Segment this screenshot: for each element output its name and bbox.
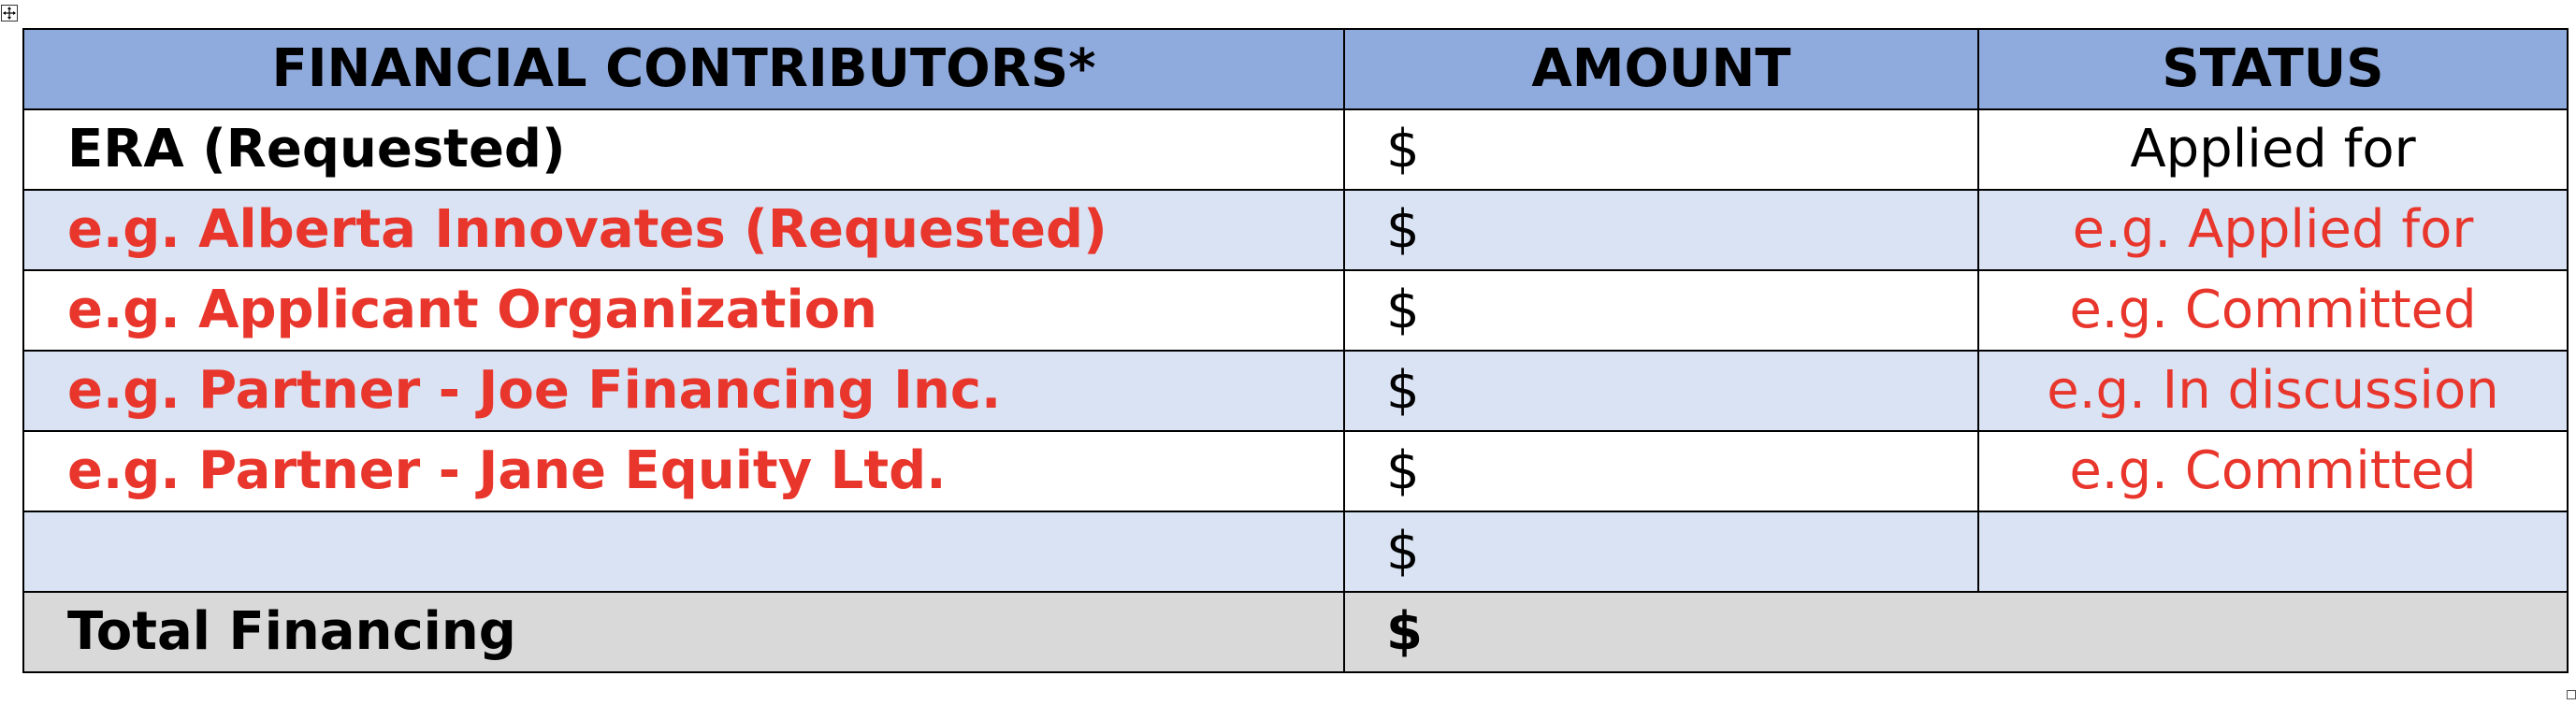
contributor-cell[interactable]: e.g. Partner - Joe Financing Inc. (22, 350, 1345, 432)
amount-cell[interactable]: $ (1343, 430, 1979, 512)
table-row: e.g. Partner - Jane Equity Ltd. $ e.g. C… (22, 430, 2569, 512)
status-cell[interactable]: e.g. Committed (1977, 430, 2569, 512)
header-amount[interactable]: AMOUNT (1343, 28, 1979, 110)
amount-cell[interactable]: $ (1343, 350, 1979, 432)
contributor-cell[interactable]: e.g. Partner - Jane Equity Ltd. (22, 430, 1345, 512)
status-cell[interactable]: e.g. In discussion (1977, 350, 2569, 432)
amount-cell[interactable]: $ (1343, 511, 1979, 593)
total-row: Total Financing $ (22, 591, 2569, 673)
status-cell[interactable]: Applied for (1977, 108, 2569, 191)
table-move-handle-icon[interactable] (1, 5, 18, 22)
header-contributors[interactable]: FINANCIAL CONTRIBUTORS* (22, 28, 1345, 110)
table-row: e.g. Partner - Joe Financing Inc. $ e.g.… (22, 350, 2569, 432)
contributor-cell[interactable]: e.g. Alberta Innovates (Requested) (22, 189, 1345, 271)
contributor-cell[interactable]: ERA (Requested) (22, 108, 1345, 191)
contributor-cell[interactable] (22, 511, 1345, 593)
status-cell[interactable] (1977, 511, 2569, 593)
total-label[interactable]: Total Financing (22, 591, 1345, 673)
amount-cell[interactable]: $ (1343, 269, 1979, 352)
status-cell[interactable]: e.g. Applied for (1977, 189, 2569, 271)
status-cell[interactable]: e.g. Committed (1977, 269, 2569, 352)
table-resize-handle-icon[interactable] (2567, 690, 2576, 699)
total-amount-cell[interactable]: $ (1343, 591, 2569, 673)
header-row: FINANCIAL CONTRIBUTORS* AMOUNT STATUS (22, 28, 2569, 110)
table-row: e.g. Alberta Innovates (Requested) $ e.g… (22, 189, 2569, 271)
contributor-cell[interactable]: e.g. Applicant Organization (22, 269, 1345, 352)
table-row: e.g. Applicant Organization $ e.g. Commi… (22, 269, 2569, 352)
amount-cell[interactable]: $ (1343, 108, 1979, 191)
table-row: ERA (Requested) $ Applied for (22, 108, 2569, 191)
header-status[interactable]: STATUS (1977, 28, 2569, 110)
financing-table: FINANCIAL CONTRIBUTORS* AMOUNT STATUS ER… (22, 28, 2569, 673)
table-row: $ (22, 511, 2569, 593)
amount-cell[interactable]: $ (1343, 189, 1979, 271)
